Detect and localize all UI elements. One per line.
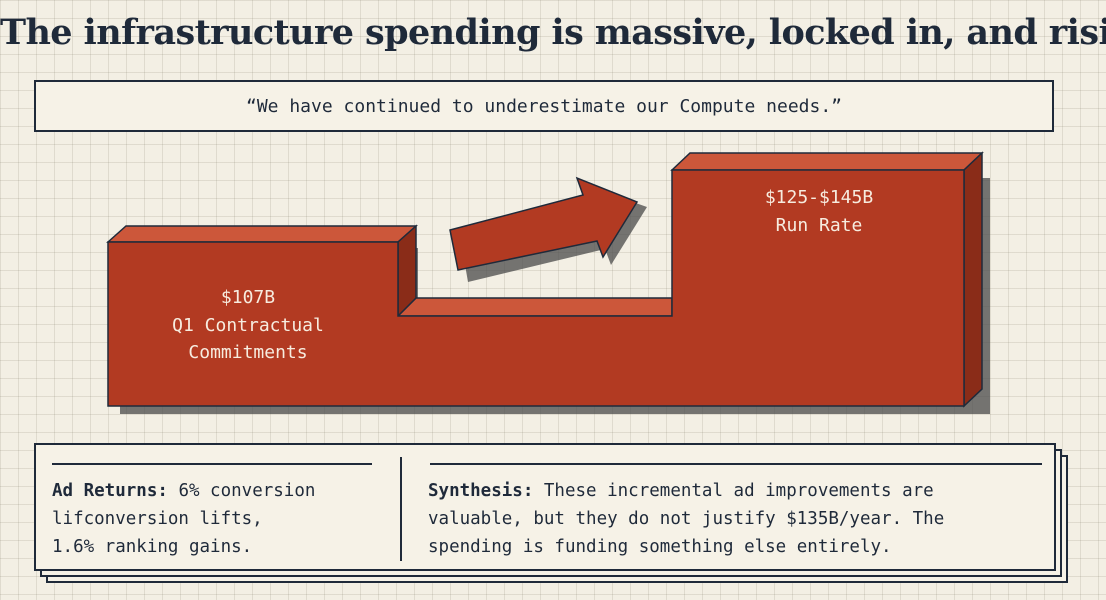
quote-box: “We have continued to underestimate our … xyxy=(34,80,1054,132)
right-block-value: $125-$145B xyxy=(765,187,873,208)
left-block-label-line2: Commitments xyxy=(188,342,307,363)
left-panel-rule xyxy=(52,463,372,465)
ad-returns-line2: lifconversion lifts, xyxy=(52,509,263,529)
growth-arrow xyxy=(449,176,639,271)
right-block-side-face xyxy=(963,151,983,408)
ad-returns-line3: 1.6% ranking gains. xyxy=(52,537,253,557)
synthesis-line3: spending is funding something else entir… xyxy=(428,537,892,557)
step-top-face xyxy=(396,297,673,317)
page-title: The infrastructure spending is massive, … xyxy=(0,12,1106,53)
ad-returns-heading: Ad Returns: xyxy=(52,481,168,501)
ad-returns-line1: 6% conversion xyxy=(167,481,316,501)
summary-card: Ad Returns: 6% conversion lifconversion … xyxy=(34,443,1056,571)
left-block-label-line1: Q1 Contractual xyxy=(172,315,324,336)
right-block-label-line1: Run Rate xyxy=(776,215,863,236)
panel-divider xyxy=(400,457,402,561)
left-block-value: $107B xyxy=(221,287,275,308)
right-block-top-face xyxy=(670,152,984,171)
summary-card-stack: Ad Returns: 6% conversion lifconversion … xyxy=(34,443,1068,583)
right-panel-rule xyxy=(430,463,1042,465)
synthesis-line1: These incremental ad improvements are xyxy=(533,481,934,501)
left-block-top-face xyxy=(106,225,418,243)
quote-text: “We have continued to underestimate our … xyxy=(245,95,843,117)
synthesis-line2: valuable, but they do not justify $135B/… xyxy=(428,509,945,529)
ad-returns-panel: Ad Returns: 6% conversion lifconversion … xyxy=(52,477,382,561)
synthesis-panel: Synthesis: These incremental ad improvem… xyxy=(428,477,1048,561)
step-block-front-face xyxy=(107,169,965,407)
synthesis-heading: Synthesis: xyxy=(428,481,534,501)
